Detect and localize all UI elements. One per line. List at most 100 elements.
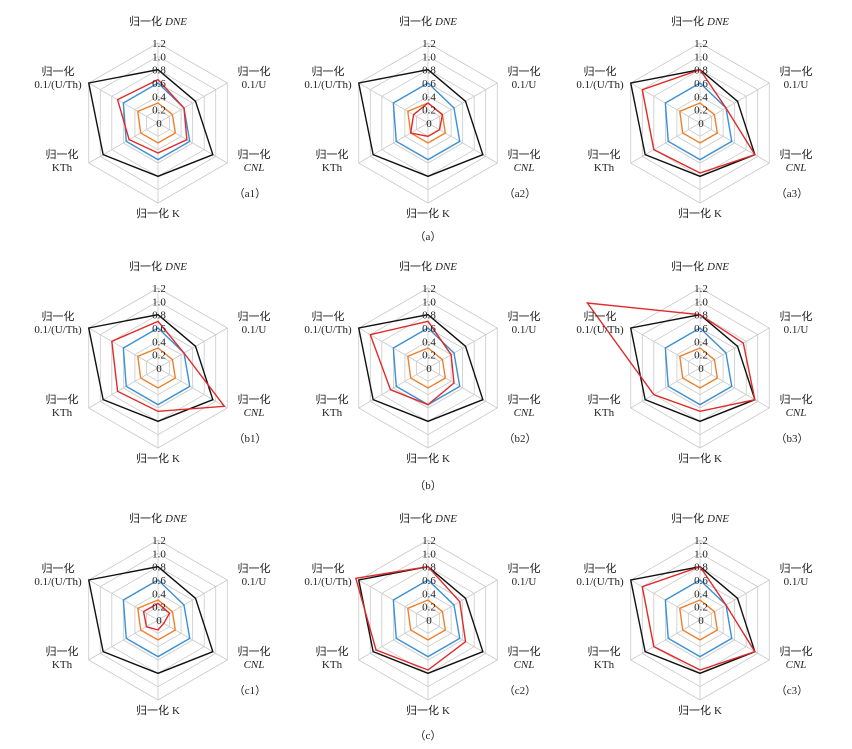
axis-label: 归一化 KTh <box>46 644 79 671</box>
tick-label: 0.6 <box>422 78 436 90</box>
grid-spoke <box>427 327 498 369</box>
tick-label: 0 <box>156 615 162 627</box>
tick-label: 0.6 <box>152 78 166 90</box>
axis-label: 归一化 CNL <box>780 392 813 419</box>
tick-label: 1.0 <box>152 548 166 560</box>
axis-label: 归一化 0.1/U <box>508 64 541 91</box>
grid-spoke <box>699 619 770 661</box>
radar-panel: 00.2 0.40.60.8 1.01.2 归一化 DNE 归一化 0.1/U 归一化 CNL 归… <box>304 259 540 465</box>
tick-label: 0.6 <box>694 575 708 587</box>
axis-label: 归一化 KTh <box>46 147 79 174</box>
tick-label: 0.8 <box>152 65 166 77</box>
grid-spoke <box>699 327 770 369</box>
tick-label: 0.4 <box>422 336 436 348</box>
series-blue <box>122 579 191 658</box>
axis-label: 归一化 KTh <box>316 392 349 419</box>
tick-label: 0.6 <box>422 575 436 587</box>
series-red <box>641 565 756 671</box>
tick-label: 1.2 <box>694 535 708 547</box>
axis-label: 归一化 DNE <box>399 259 457 273</box>
series-red <box>409 102 444 138</box>
grid-spoke <box>630 619 701 661</box>
tick-label: 0.2 <box>422 602 436 614</box>
axis-label: 归一化 DNE <box>671 511 729 525</box>
axis-label: 归一化 0.1/U <box>238 309 271 336</box>
radar-panel: 00.2 0.40.60.8 1.01.2 归一化 DNE 归一化 0.1/U 归一化 CNL 归… <box>304 14 540 220</box>
axis-label: 归一化 CNL <box>508 392 541 419</box>
axis-label: 归一化 0.1/(U/Th) <box>34 309 82 336</box>
series-red <box>142 602 171 631</box>
tick-label: 0 <box>426 363 432 375</box>
panel-label: （c2） <box>504 684 536 697</box>
series-orange <box>407 599 447 641</box>
series-black <box>629 313 756 423</box>
tick-label: 0.2 <box>152 105 166 117</box>
axis-label: 归一化 DNE <box>671 14 729 28</box>
tick-label: 0.2 <box>422 105 436 117</box>
row-label: （b） <box>414 479 442 492</box>
radar-panel: 00.2 0.40.60.8 1.01.2 归一化 DNE 归一化 0.1/U 归一化 CNL 归… <box>34 259 270 465</box>
axis-label: 归一化 0.1/U <box>508 561 541 588</box>
tick-label: 1.0 <box>422 51 436 63</box>
tick-label: 0.2 <box>694 350 708 362</box>
tick-label: 0.8 <box>152 562 166 574</box>
radar-panel: 00.2 0.40.60.8 1.01.2 归一化 DNE 归一化 0.1/U 归一化 CNL 归… <box>576 511 812 717</box>
tick-label: 0 <box>698 118 704 130</box>
tick-label: 1.2 <box>422 38 436 50</box>
series-orange <box>407 347 447 389</box>
grid-spoke <box>427 367 498 409</box>
series-red <box>354 565 467 671</box>
tick-label: 1.0 <box>422 548 436 560</box>
axis-label: 归一化 K <box>136 703 180 717</box>
axis-label: 归一化 0.1/(U/Th) <box>304 561 352 588</box>
series-orange <box>137 102 177 144</box>
axis-label: 归一化 0.1/U <box>238 561 271 588</box>
axis-label: 归一化 0.1/U <box>508 309 541 336</box>
radar-panel: 00.2 0.40.60.8 1.01.2 归一化 DNE 归一化 0.1/U 归一化 CNL 归… <box>576 259 812 465</box>
tick-label: 0.8 <box>422 562 436 574</box>
panel-label: （b3） <box>776 432 809 445</box>
grid-spoke <box>88 367 159 409</box>
tick-label: 0.6 <box>694 323 708 335</box>
series-blue <box>392 579 461 658</box>
tick-label: 1.2 <box>152 283 166 295</box>
series-black <box>357 565 484 675</box>
axis-label: 归一化 K <box>678 206 722 220</box>
series-red <box>116 78 188 154</box>
axis-label: 归一化 K <box>678 703 722 717</box>
radar-panel: 00.2 0.40.60.8 1.01.2 归一化 DNE 归一化 0.1/U 归一化 CNL 归… <box>304 511 540 717</box>
grid-spoke <box>630 122 701 164</box>
tick-label: 1.0 <box>694 548 708 560</box>
series-orange <box>679 102 719 144</box>
tick-label: 0 <box>426 615 432 627</box>
axis-label: 归一化 0.1/(U/Th) <box>304 64 352 91</box>
axis-label: 归一化 CNL <box>780 147 813 174</box>
grid-spoke <box>427 619 498 661</box>
axis-label: 归一化 0.1/(U/Th) <box>576 64 624 91</box>
axis-label: 归一化 0.1/(U/Th) <box>304 309 352 336</box>
tick-label: 0.2 <box>152 350 166 362</box>
tick-label: 1.2 <box>694 38 708 50</box>
axis-label: 归一化 CNL <box>780 644 813 671</box>
row-label: （c） <box>415 729 442 742</box>
panel-label: （a1） <box>234 187 266 200</box>
panel-label: （b1） <box>234 432 267 445</box>
tick-label: 0.6 <box>694 78 708 90</box>
axis-label: 归一化 K <box>406 451 450 465</box>
panel-label: （c3） <box>776 684 808 697</box>
tick-label: 0.4 <box>152 588 166 600</box>
tick-label: 0.2 <box>152 602 166 614</box>
axis-label: 归一化 DNE <box>399 14 457 28</box>
series-blue <box>392 82 461 161</box>
tick-label: 0.4 <box>694 336 708 348</box>
tick-label: 0.2 <box>694 602 708 614</box>
axis-label: 归一化 KTh <box>46 392 79 419</box>
axis-label: 归一化 K <box>136 206 180 220</box>
axis-label: 归一化 0.1/(U/Th) <box>34 64 82 91</box>
series-orange <box>679 347 719 389</box>
grid-spoke <box>358 122 429 164</box>
axis-label: 归一化 KTh <box>588 392 621 419</box>
axis-label: 归一化 K <box>136 451 180 465</box>
tick-label: 0.2 <box>422 350 436 362</box>
tick-label: 1.2 <box>422 283 436 295</box>
